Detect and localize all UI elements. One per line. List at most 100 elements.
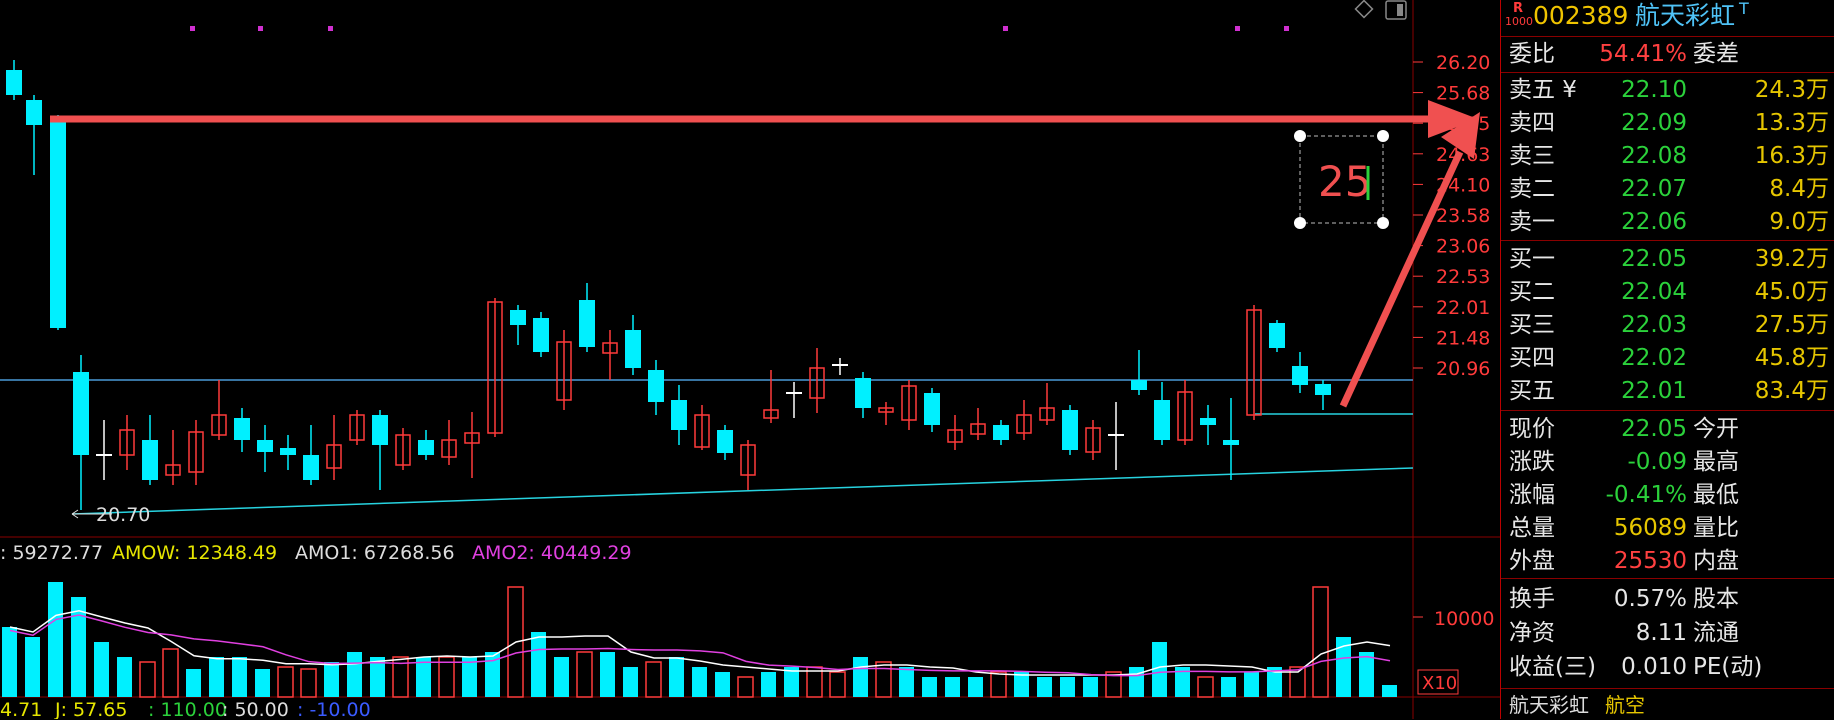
quote-row[interactable]: 外盘 25530 内盘 bbox=[1509, 548, 1739, 574]
ask-row[interactable]: 卖五 ¥22.10 24.3万 bbox=[1509, 77, 1829, 103]
volume-bar bbox=[370, 657, 385, 697]
volume-bar bbox=[462, 657, 477, 697]
candle-body bbox=[73, 372, 89, 455]
volume-bar bbox=[94, 642, 109, 697]
bid-row[interactable]: 买一 22.05 39.2万 bbox=[1509, 246, 1829, 272]
volume-bar bbox=[2, 627, 17, 697]
svg-text:: 50.00: : 50.00 bbox=[222, 699, 289, 719]
candle-body bbox=[924, 393, 940, 425]
svg-text:4.71: 4.71 bbox=[0, 699, 42, 719]
candle-body bbox=[993, 425, 1009, 440]
volume-bar bbox=[1152, 642, 1167, 697]
bid-row[interactable]: 买三 22.03 27.5万 bbox=[1509, 312, 1829, 338]
volume-bar bbox=[1336, 637, 1351, 697]
volume-bar bbox=[438, 656, 455, 698]
candle-body bbox=[579, 300, 595, 347]
candle-body bbox=[625, 330, 641, 368]
volume-bar bbox=[899, 667, 914, 697]
kline-chart[interactable]: 26.2025.6825.1524.6324.1023.5823.0622.53… bbox=[0, 0, 1500, 719]
diamond-icon[interactable] bbox=[1354, 0, 1374, 19]
fundamental-row[interactable]: 换手 0.57% 股本 bbox=[1509, 586, 1739, 612]
candle-body bbox=[6, 70, 22, 95]
svg-text:AMO1: 67268.56: AMO1: 67268.56 bbox=[295, 542, 455, 564]
candle-body bbox=[1246, 309, 1262, 416]
annotation-arrows[interactable] bbox=[50, 100, 1480, 408]
volume-bar bbox=[347, 652, 362, 697]
volume-bar bbox=[1359, 652, 1374, 697]
text-annotation-box[interactable]: 25 bbox=[1294, 130, 1389, 229]
stock-header[interactable]: R 1000 002389 航天彩虹 T bbox=[1501, 0, 1834, 36]
candle-body bbox=[1062, 410, 1078, 450]
candle-body bbox=[418, 440, 434, 455]
ask-row[interactable]: 卖一 22.06 9.0万 bbox=[1509, 209, 1829, 235]
candle-body bbox=[1315, 384, 1331, 395]
candle-body bbox=[763, 409, 779, 419]
bid-row[interactable]: 买二 22.04 45.0万 bbox=[1509, 279, 1829, 305]
volume-bar bbox=[300, 668, 317, 698]
volume-ma-short bbox=[9, 609, 1391, 676]
svg-text:AMO2: 40449.29: AMO2: 40449.29 bbox=[472, 542, 632, 564]
order-ratio-row: 委比 54.41% 委差 bbox=[1501, 38, 1834, 71]
price-tick-label: 20.96 bbox=[1436, 358, 1490, 380]
volume-bar bbox=[186, 669, 201, 697]
volume-bar bbox=[1105, 671, 1122, 698]
ask-row[interactable]: 卖四 22.09 13.3万 bbox=[1509, 110, 1829, 136]
candle-body bbox=[395, 434, 411, 466]
candle-body bbox=[556, 341, 572, 401]
candle-body bbox=[671, 400, 687, 430]
ask-row[interactable]: 卖二 22.07 8.4万 bbox=[1509, 176, 1829, 202]
candle-body bbox=[257, 440, 273, 452]
footer-name: 航天彩虹 bbox=[1509, 693, 1589, 717]
volume-bar bbox=[209, 657, 224, 697]
candle-body bbox=[947, 429, 963, 443]
footer-row[interactable]: 航天彩虹 航空 bbox=[1501, 690, 1834, 719]
quote-row[interactable]: 总量 56089 量比 bbox=[1509, 515, 1739, 541]
event-marker-dot bbox=[328, 26, 333, 31]
price-tick-label: 23.58 bbox=[1436, 205, 1490, 227]
volume-unit-box: X10 bbox=[1417, 669, 1459, 695]
low-price-label: 20.70 bbox=[96, 504, 150, 526]
trend-line[interactable] bbox=[71, 467, 1414, 515]
volume-bar bbox=[715, 672, 730, 697]
price-axis: 26.2025.6825.1524.6324.1023.5823.0622.53… bbox=[1413, 52, 1490, 380]
volume-bar bbox=[692, 667, 707, 697]
volume-bar bbox=[1197, 676, 1214, 698]
svg-text:J: 57.65: J: 57.65 bbox=[54, 699, 127, 719]
ask-row[interactable]: 卖三 22.08 16.3万 bbox=[1509, 143, 1829, 169]
candle-body bbox=[1154, 400, 1170, 440]
bid-row[interactable]: 买五 22.01 83.4万 bbox=[1509, 378, 1829, 404]
volume-bar bbox=[922, 677, 937, 697]
candle-body bbox=[717, 430, 733, 453]
indicator-legend: : 59272.77 AMOW: 12348.49 AMO1: 67268.56… bbox=[0, 542, 632, 564]
candle-body bbox=[1131, 380, 1147, 390]
candlesticks bbox=[6, 60, 1331, 510]
fundamental-row[interactable]: 净资 8.11 流通 bbox=[1509, 620, 1739, 646]
volume-bars bbox=[2, 582, 1397, 698]
volume-bar bbox=[1221, 677, 1236, 697]
candle-body bbox=[533, 318, 549, 352]
panel-toggle-icon[interactable] bbox=[1385, 0, 1407, 20]
volume-bar bbox=[1244, 672, 1259, 697]
volume-ma-long bbox=[9, 614, 1391, 677]
volume-bar bbox=[1382, 685, 1397, 697]
price-tick-label: 22.01 bbox=[1436, 297, 1490, 319]
candle-body bbox=[211, 414, 227, 436]
candle-body bbox=[694, 414, 710, 448]
quote-row[interactable]: 涨幅 -0.41% 最低 bbox=[1509, 482, 1739, 508]
volume-bar bbox=[761, 672, 776, 697]
bid-row[interactable]: 买四 22.02 45.8万 bbox=[1509, 345, 1829, 371]
candle-body bbox=[165, 464, 181, 476]
quote-panel: R 1000 002389 航天彩虹 T 委比 54.41% 委差 卖五 ¥22… bbox=[1500, 0, 1834, 719]
candle-body bbox=[303, 455, 319, 480]
quote-row[interactable]: 现价 22.05 今开 bbox=[1509, 416, 1739, 442]
stock-name: 航天彩虹 bbox=[1635, 1, 1736, 30]
candle-body bbox=[234, 418, 250, 440]
fundamental-row[interactable]: 收益(三) 0.010 PE(动) bbox=[1509, 654, 1763, 680]
volume-bar bbox=[623, 667, 638, 697]
footer-sector[interactable]: 航空 bbox=[1605, 693, 1645, 717]
event-marker-dot bbox=[190, 26, 195, 31]
svg-text:X10: X10 bbox=[1422, 673, 1457, 694]
quote-row[interactable]: 涨跌 -0.09 最高 bbox=[1509, 449, 1739, 475]
margin-badge: R 1000 bbox=[1505, 1, 1533, 28]
candle-body bbox=[142, 440, 158, 480]
